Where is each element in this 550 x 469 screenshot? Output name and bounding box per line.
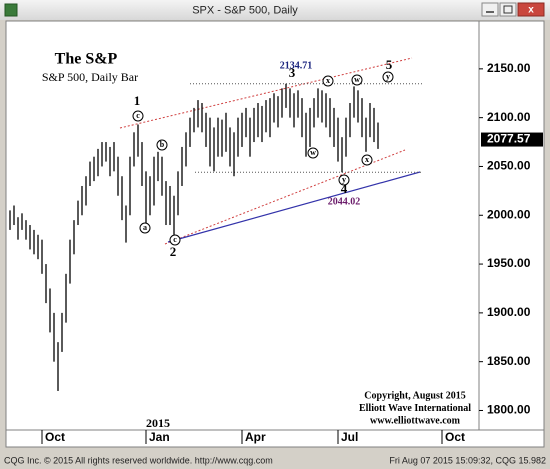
- wave-label: 3: [289, 65, 296, 80]
- window-buttons[interactable]: x: [481, 2, 545, 17]
- copyright-line: Copyright, August 2015: [364, 390, 465, 401]
- sub-wave-circle: [382, 71, 394, 83]
- sub-wave-label: x: [365, 155, 369, 164]
- wave-label: 5: [386, 57, 393, 72]
- trough-label: 2044.02: [328, 196, 361, 207]
- maximize-button[interactable]: [499, 2, 517, 17]
- sub-wave-label: w: [310, 148, 316, 157]
- wave-label: 1: [134, 93, 141, 108]
- x-tick-label: Jan: [149, 430, 170, 444]
- y-tick-label: 2000.00: [487, 207, 531, 221]
- app-icon: [4, 3, 18, 17]
- peak-label: 2134.71: [280, 60, 313, 71]
- sub-wave-circle: [307, 147, 319, 159]
- y-tick-label: 1900.00: [487, 305, 531, 319]
- x-tick-label: Apr: [245, 430, 266, 444]
- y-tick-label: 1950.00: [487, 256, 531, 270]
- x-tick-label: Oct: [445, 430, 465, 444]
- last-price-box: [481, 132, 543, 147]
- sub-wave-label: c: [136, 111, 140, 120]
- chart-title: The S&P: [55, 51, 118, 68]
- y-tick-label: 2050.00: [487, 159, 531, 173]
- x-tick-label: Jul: [341, 430, 358, 444]
- sub-wave-label: y: [386, 72, 390, 81]
- sub-wave-circle: [132, 110, 144, 122]
- lower-channel: [164, 149, 406, 245]
- trend-lines: [119, 57, 421, 245]
- sub-wave-circle: [361, 154, 373, 166]
- y-tick-label: 1800.00: [487, 403, 531, 417]
- sub-wave-label: c: [173, 235, 177, 244]
- sub-wave-circle: [351, 74, 363, 86]
- y-tick-label: 2150.00: [487, 61, 531, 75]
- wave-label: 2: [170, 244, 177, 259]
- sub-wave-circle: [322, 75, 334, 87]
- status-right: Fri Aug 07 2015 15:09:32, CQG 15.982: [389, 455, 546, 465]
- copyright-line: www.elliottwave.com: [370, 415, 461, 426]
- maximize-icon: [503, 5, 513, 14]
- sub-wave-circle: [156, 139, 168, 151]
- year-label: 2015: [146, 416, 170, 430]
- copyright-line: Elliott Wave International: [359, 403, 471, 414]
- x-tick-label: Oct: [45, 430, 65, 444]
- sub-wave-label: x: [326, 76, 330, 85]
- sub-wave-circle: [169, 234, 181, 246]
- sub-wave-circle: [338, 174, 350, 186]
- y-tick-label: 1850.00: [487, 354, 531, 368]
- close-button[interactable]: [517, 2, 545, 17]
- chart-subtitle: S&P 500, Daily Bar: [42, 70, 138, 84]
- sub-wave-label: w: [354, 75, 360, 84]
- status-left: CQG Inc. © 2015 All rights reserved worl…: [4, 455, 273, 465]
- chart-area: [5, 20, 545, 448]
- wave-label: 4: [341, 181, 348, 196]
- title-bar: [0, 0, 550, 20]
- sub-wave-circle: [139, 222, 151, 234]
- y-tick-label: 2100.00: [487, 110, 531, 124]
- sub-wave-label: b: [160, 140, 165, 149]
- status-bar: [0, 451, 550, 469]
- minimize-button[interactable]: [481, 2, 499, 17]
- last-price-label: 2077.57: [487, 132, 531, 146]
- support-line: [167, 171, 421, 243]
- sub-wave-label: a: [143, 223, 147, 232]
- close-icon: x: [528, 5, 534, 16]
- sub-wave-label: y: [342, 175, 346, 184]
- window-title: SPX - S&P 500, Daily: [192, 4, 298, 16]
